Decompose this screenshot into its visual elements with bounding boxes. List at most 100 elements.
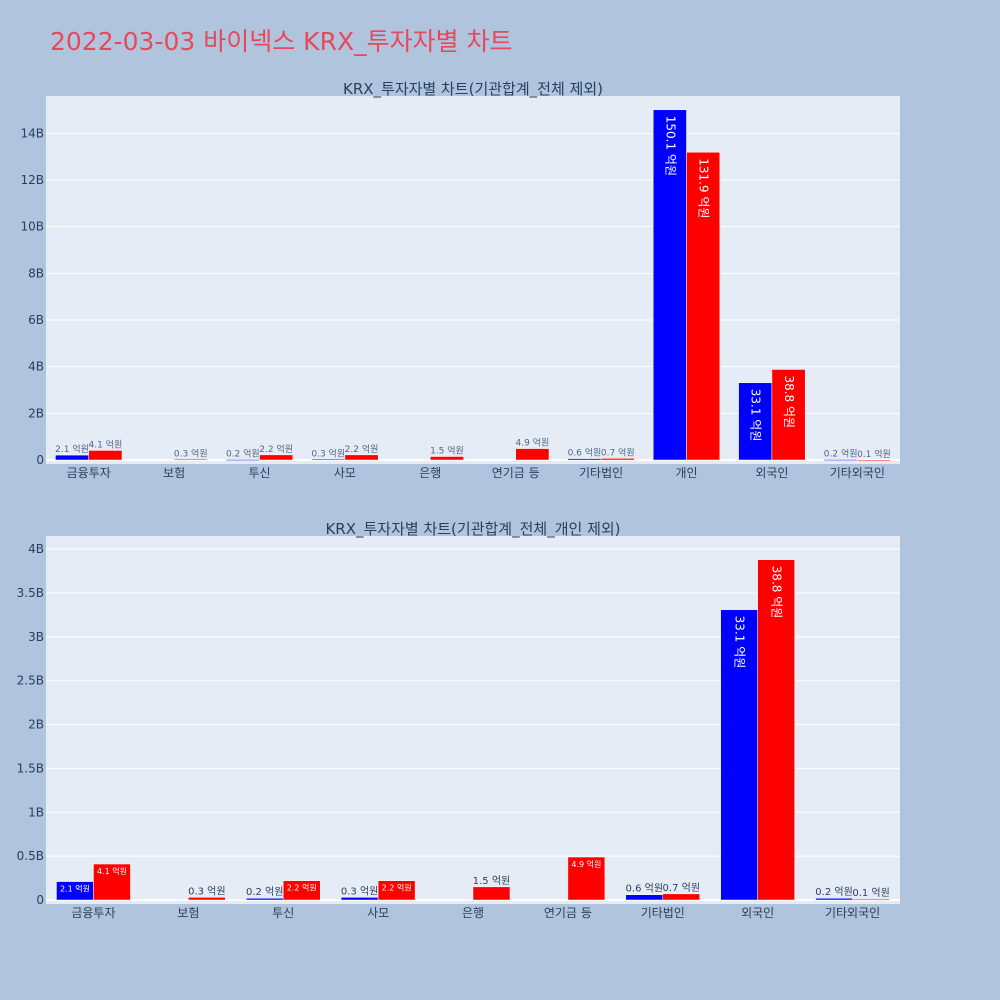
- bar-sell: [757, 559, 795, 901]
- bar-sell: [771, 369, 806, 461]
- bar-data-label: 0.1 억원: [852, 887, 889, 899]
- y-tick-label: 4B: [28, 542, 44, 556]
- bar-data-label: 0.2 억원: [815, 886, 852, 898]
- x-tick-label: 투신: [248, 466, 270, 480]
- x-tick-label: 기타외국인: [825, 906, 880, 920]
- bar-data-label: 0.2 억원: [824, 448, 858, 460]
- bar-sell: [344, 454, 379, 461]
- x-tick-label: 보험: [163, 466, 185, 480]
- bar-buy: [815, 897, 853, 901]
- y-tick-label: 1B: [28, 805, 44, 819]
- x-tick-label: 연기금 등: [544, 906, 592, 920]
- bar-data-label: 38.8 억원: [770, 566, 784, 619]
- bar-sell: [173, 459, 208, 461]
- x-tick-label: 연기금 등: [492, 466, 540, 480]
- chart-investor-excl-individual: 0 0.5B 1B 1.5B 2B 2.5B 3B 3.5B 4B KRX_투자자별 차트(기관합…: [17, 520, 900, 920]
- bar-buy: [738, 382, 773, 461]
- y-tick-label: 8B: [28, 266, 44, 280]
- bar-data-label: 0.3 억원: [174, 447, 208, 459]
- y-tick-label: 0: [36, 453, 44, 467]
- bar-data-label: 0.2 억원: [246, 886, 283, 898]
- x-tick-label: 은행: [462, 905, 484, 920]
- bar-sell: [686, 151, 721, 461]
- bar-data-label: 0.1 억원: [857, 448, 891, 460]
- y-tick-label: 2B: [28, 406, 44, 420]
- bar-data-label: 2.2 억원: [259, 443, 293, 455]
- bar-sell: [857, 459, 891, 462]
- bar-data-label: 0.3 억원: [188, 885, 225, 897]
- bar-data-label: 0.2 억원: [226, 448, 260, 460]
- y-tick-label: 1.5B: [17, 761, 44, 775]
- bar-sell: [600, 458, 635, 461]
- bar-buy: [625, 894, 664, 901]
- bar-data-label: 4.9 억원: [515, 437, 549, 449]
- x-tick-label: 투신: [272, 906, 294, 920]
- bar-sell: [93, 863, 131, 901]
- x-tick-label: 금융투자: [71, 906, 115, 920]
- y-tick-label: 2B: [28, 718, 44, 732]
- bar-data-label: 0.7 억원: [601, 446, 635, 458]
- y-tick-label: 6B: [28, 313, 44, 327]
- bar-buy: [55, 454, 89, 461]
- bar-data-label: 4.1 억원: [97, 866, 127, 876]
- chart-investor-all: 0 2B 4B 6B 8B 10B 12B 14B KRX_투자자별 차트(기관합계_전체 제외…: [20, 80, 900, 480]
- bar-data-label: 2.1 억원: [60, 884, 90, 894]
- bar-data-label: 0.6 억원: [626, 883, 663, 895]
- bar-data-label: 0.6 억원: [568, 447, 602, 459]
- bar-sell: [377, 880, 416, 901]
- x-tick-label: 외국인: [755, 466, 788, 480]
- y-tick-label: 3.5B: [17, 586, 44, 600]
- y-tick-label: 2.5B: [17, 674, 44, 688]
- bar-data-label: 131.9 억원: [697, 158, 711, 218]
- bar-sell: [515, 448, 550, 461]
- bar-buy: [567, 458, 602, 461]
- bar-buy: [311, 459, 346, 461]
- x-tick-label: 기타외국인: [830, 466, 885, 480]
- chart-subtitle: KRX_투자자별 차트(기관합계_전체_개인 제외): [325, 520, 620, 539]
- x-tick-label: 사모: [367, 906, 389, 920]
- y-tick-label: 4B: [28, 360, 44, 374]
- bar-buy: [823, 459, 858, 461]
- y-tick-label: 0: [36, 893, 44, 907]
- x-tick-label: 금융투자: [67, 466, 111, 480]
- bar-data-label: 150.1 억원: [663, 116, 677, 176]
- bar-data-label: 2.1 억원: [55, 443, 89, 455]
- bar-data-label: 0.3 억원: [311, 447, 345, 459]
- bar-data-label: 33.1 억원: [749, 389, 763, 442]
- bar-data-label: 4.1 억원: [88, 438, 122, 450]
- bar-data-label: 2.2 억원: [382, 883, 412, 893]
- bar-sell: [430, 456, 464, 461]
- bar-data-label: 2.2 억원: [345, 443, 379, 455]
- bar-data-label: 0.7 억원: [663, 882, 700, 894]
- bar-data-label: 4.9 억원: [571, 859, 601, 869]
- chart-subtitle: KRX_투자자별 차트(기관합계_전체 제외): [343, 80, 603, 99]
- bar-data-label: 2.2 억원: [287, 883, 317, 893]
- y-tick-label: 3B: [28, 630, 44, 644]
- bar-buy: [245, 897, 284, 901]
- bar-buy: [225, 459, 260, 461]
- x-tick-label: 외국인: [741, 906, 774, 920]
- bar-data-label: 0.3 억원: [341, 885, 378, 897]
- x-tick-label: 은행: [419, 465, 441, 480]
- bar-data-label: 1.5 억원: [473, 875, 510, 887]
- x-tick-label: 기타법인: [641, 906, 685, 920]
- bar-sell: [662, 893, 701, 901]
- x-tick-label: 사모: [334, 466, 356, 480]
- bar-sell: [88, 450, 123, 461]
- bar-sell: [852, 898, 890, 901]
- y-tick-label: 12B: [20, 173, 44, 187]
- bar-sell: [188, 897, 226, 901]
- x-tick-label: 보험: [177, 906, 199, 920]
- bar-sell: [282, 880, 321, 901]
- y-tick-label: 10B: [20, 220, 44, 234]
- bar-buy: [340, 897, 379, 901]
- bar-sell: [567, 856, 606, 901]
- x-tick-label: 개인: [675, 466, 697, 480]
- bar-sell: [472, 886, 511, 901]
- y-tick-label: 0.5B: [17, 849, 44, 863]
- bar-data-label: 33.1 억원: [733, 616, 747, 669]
- bar-buy: [720, 609, 758, 901]
- bar-data-label: 1.5 억원: [430, 445, 464, 457]
- bar-data-label: 38.8 억원: [782, 375, 796, 428]
